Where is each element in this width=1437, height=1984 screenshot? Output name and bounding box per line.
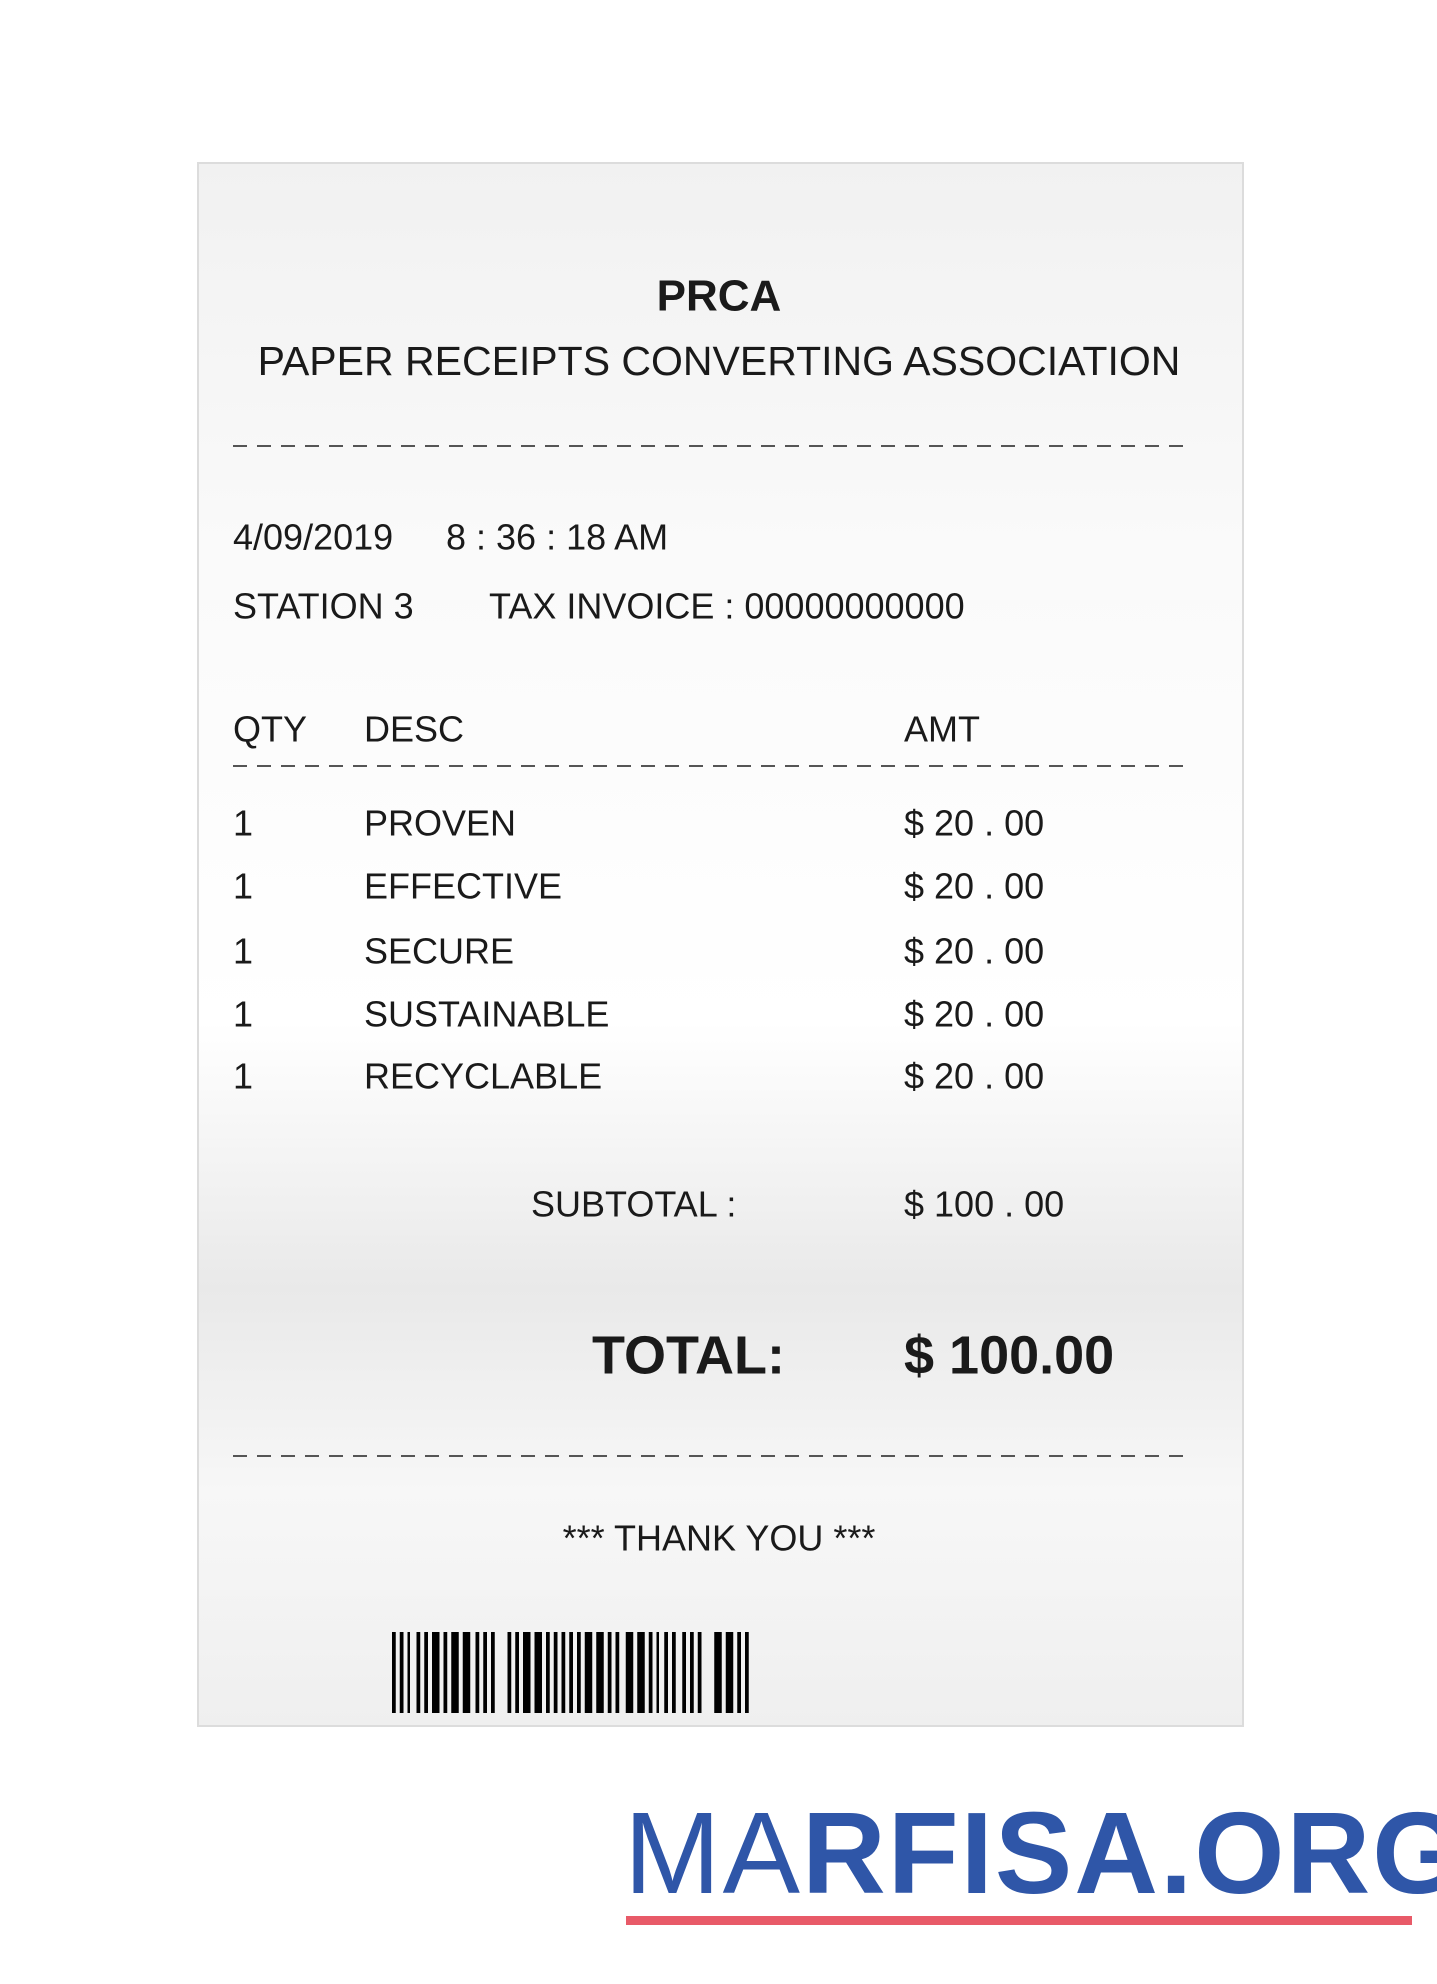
barcode-bar <box>577 1632 581 1713</box>
barcode-bar <box>475 1632 480 1713</box>
barcode-bar <box>399 1632 404 1713</box>
brand-part: MA <box>624 1788 802 1918</box>
column-header: DESC <box>364 709 464 750</box>
thank-you: *** THANK YOU *** <box>563 1518 876 1559</box>
table-cell: 1 <box>233 994 253 1035</box>
barcode-bar <box>714 1632 722 1713</box>
barcode-bar <box>507 1632 512 1713</box>
barcode-bar <box>483 1632 487 1713</box>
table-cell: 1 <box>233 803 253 844</box>
barcode-bar <box>648 1632 653 1713</box>
barcode-bar <box>682 1632 686 1713</box>
barcode-bar <box>462 1632 471 1713</box>
barcode-bar <box>737 1632 741 1713</box>
table-cell: SECURE <box>364 931 514 972</box>
receipt-paper <box>197 162 1244 1727</box>
table-cell: $ 20 . 00 <box>904 994 1044 1035</box>
receipt-title: PRCA <box>657 272 782 321</box>
barcode-bar <box>424 1632 428 1713</box>
total-value: $ 100.00 <box>904 1325 1114 1385</box>
column-header: AMT <box>904 709 980 750</box>
brand-underline <box>626 1916 1412 1925</box>
barcode-bar <box>491 1632 495 1713</box>
barcode-bar <box>664 1632 668 1713</box>
barcode-bar <box>656 1632 659 1713</box>
receipt-subtitle: PAPER RECEIPTS CONVERTING ASSOCIATION <box>258 338 1181 384</box>
time: 8 : 36 : 18 AM <box>446 517 668 558</box>
subtotal-label: SUBTOTAL : <box>531 1184 736 1225</box>
total-label: TOTAL: <box>592 1325 785 1385</box>
invoice: TAX INVOICE : 00000000000 <box>489 586 965 627</box>
barcode-bar <box>546 1632 550 1713</box>
table-cell: 1 <box>233 866 253 907</box>
table-cell: PROVEN <box>364 803 516 844</box>
subtotal-value: $ 100 . 00 <box>904 1184 1064 1225</box>
barcode-bar <box>534 1632 542 1713</box>
barcode <box>392 1632 749 1713</box>
barcode-bar <box>443 1632 448 1713</box>
barcode-bar <box>584 1632 593 1713</box>
barcode-bar <box>607 1632 612 1713</box>
barcode-bar <box>553 1632 558 1713</box>
barcode-bar <box>416 1632 421 1713</box>
table-cell: $ 20 . 00 <box>904 931 1044 972</box>
barcode-bar <box>515 1632 519 1713</box>
barcode-bar <box>625 1632 634 1713</box>
table-cell: $ 20 . 00 <box>904 866 1044 907</box>
station: STATION 3 <box>233 586 414 627</box>
barcode-bar <box>392 1632 396 1713</box>
table-cell: SUSTAINABLE <box>364 994 609 1035</box>
brand-part: RFISA.ORG <box>802 1788 1437 1918</box>
column-header: QTY <box>233 709 307 750</box>
table-cell: 1 <box>233 931 253 972</box>
barcode-bar <box>745 1632 749 1713</box>
barcode-bar <box>697 1632 702 1713</box>
barcode-bar <box>615 1632 620 1713</box>
barcode-bar <box>407 1632 410 1713</box>
barcode-bar <box>725 1632 734 1713</box>
barcode-bar <box>672 1632 676 1713</box>
barcode-bar <box>432 1632 440 1713</box>
barcode-bar <box>561 1632 566 1713</box>
barcode-bar <box>596 1632 604 1713</box>
barcode-bar <box>523 1632 531 1713</box>
table-cell: RECYCLABLE <box>364 1056 602 1097</box>
barcode-bar <box>451 1632 459 1713</box>
table-cell: EFFECTIVE <box>364 866 562 907</box>
barcode-bar <box>690 1632 694 1713</box>
item-rows: 1 PROVEN $ 20 . 00 1 EFFECTIVE $ 20 . 00 1 SECU… <box>233 803 1044 1097</box>
barcode-bar <box>569 1632 573 1713</box>
table-cell: $ 20 . 00 <box>904 1056 1044 1097</box>
table-cell: 1 <box>233 1056 253 1097</box>
barcode-bar <box>637 1632 645 1713</box>
brand-logo: MARFISA.ORG <box>624 1788 1437 1918</box>
table-cell: $ 20 . 00 <box>904 803 1044 844</box>
date: 4/09/2019 <box>233 517 393 558</box>
